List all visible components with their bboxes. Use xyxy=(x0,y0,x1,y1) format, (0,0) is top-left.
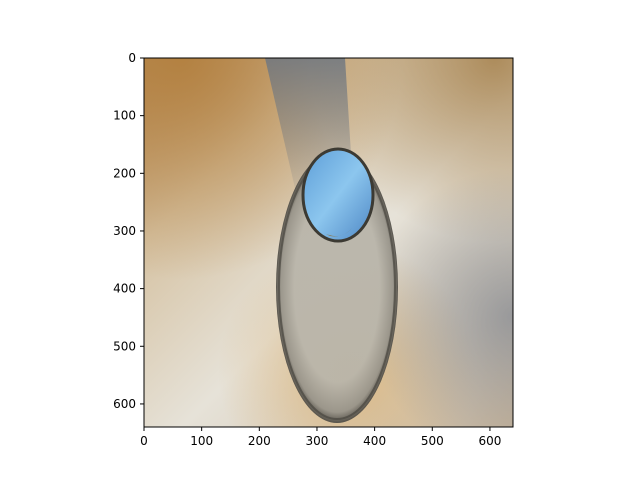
x-tick-label: 500 xyxy=(421,434,444,448)
x-tick-label: 200 xyxy=(248,434,271,448)
y-tick-label: 0 xyxy=(128,51,136,65)
y-tick-label: 400 xyxy=(113,282,136,296)
y-tick-label: 300 xyxy=(113,224,136,238)
plot-frame xyxy=(143,57,514,428)
photo-image xyxy=(144,58,513,427)
y-tick-label: 200 xyxy=(113,166,136,180)
x-tick-label: 300 xyxy=(306,434,329,448)
y-tick-label: 100 xyxy=(113,109,136,123)
x-tick-label: 0 xyxy=(140,434,148,448)
x-tick-label: 100 xyxy=(190,434,213,448)
y-tick-label: 600 xyxy=(113,397,136,411)
y-axis: 0 100 200 300 400 500 600 xyxy=(113,51,144,411)
x-axis: 0 100 200 300 400 500 600 xyxy=(140,427,501,448)
y-tick-label: 500 xyxy=(113,339,136,353)
x-tick-label: 400 xyxy=(363,434,386,448)
x-tick-label: 600 xyxy=(478,434,501,448)
